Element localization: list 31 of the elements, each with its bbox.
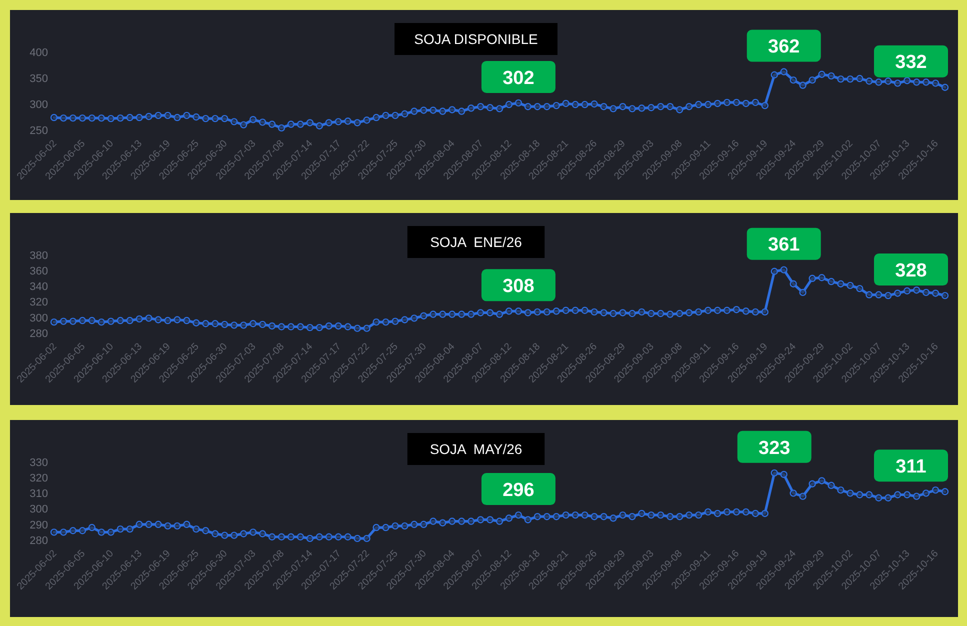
title-box: SOJA DISPONIBLE [394,23,558,55]
y-tick-label: 280 [30,328,48,340]
y-tick-label: 320 [30,472,48,484]
data-label: 302 [502,68,534,89]
data-label: 361 [768,234,800,256]
data-label: 332 [895,52,927,74]
title-box: SOJA ENE/26 [407,226,545,258]
chart-title: SOJA ENE/26 [430,234,522,250]
y-tick-label: 300 [30,98,48,111]
title-box: SOJA MAY/26 [407,433,545,465]
y-tick-label: 250 [30,124,48,137]
data-label: 308 [502,276,534,297]
y-tick-label: 300 [30,312,48,324]
data-label: 362 [768,36,800,58]
y-tick-label: 320 [30,296,48,309]
data-label: 296 [502,480,534,501]
y-tick-label: 400 [30,46,48,59]
chart-title: SOJA DISPONIBLE [414,31,538,48]
data-label: 323 [758,438,790,459]
y-tick-label: 310 [30,488,48,500]
y-tick-label: 340 [30,281,48,294]
y-tick-label: 330 [30,456,48,469]
y-tick-label: 290 [30,519,48,532]
y-tick-label: 280 [30,534,48,547]
y-tick-label: 360 [30,265,48,278]
data-label: 328 [895,260,927,282]
chart-title: SOJA MAY/26 [430,441,522,458]
y-tick-label: 380 [30,250,48,262]
data-label: 311 [896,456,927,478]
y-tick-label: 350 [30,72,48,85]
y-tick-label: 300 [30,504,48,516]
